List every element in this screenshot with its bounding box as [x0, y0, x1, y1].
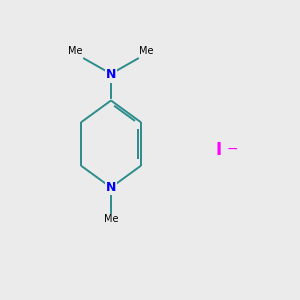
Text: Me: Me — [140, 46, 154, 56]
Text: Me: Me — [104, 214, 118, 224]
Text: I: I — [216, 141, 222, 159]
Text: N: N — [106, 68, 116, 82]
Text: N: N — [106, 181, 116, 194]
Text: Me: Me — [68, 46, 83, 56]
Text: −: − — [227, 142, 238, 155]
